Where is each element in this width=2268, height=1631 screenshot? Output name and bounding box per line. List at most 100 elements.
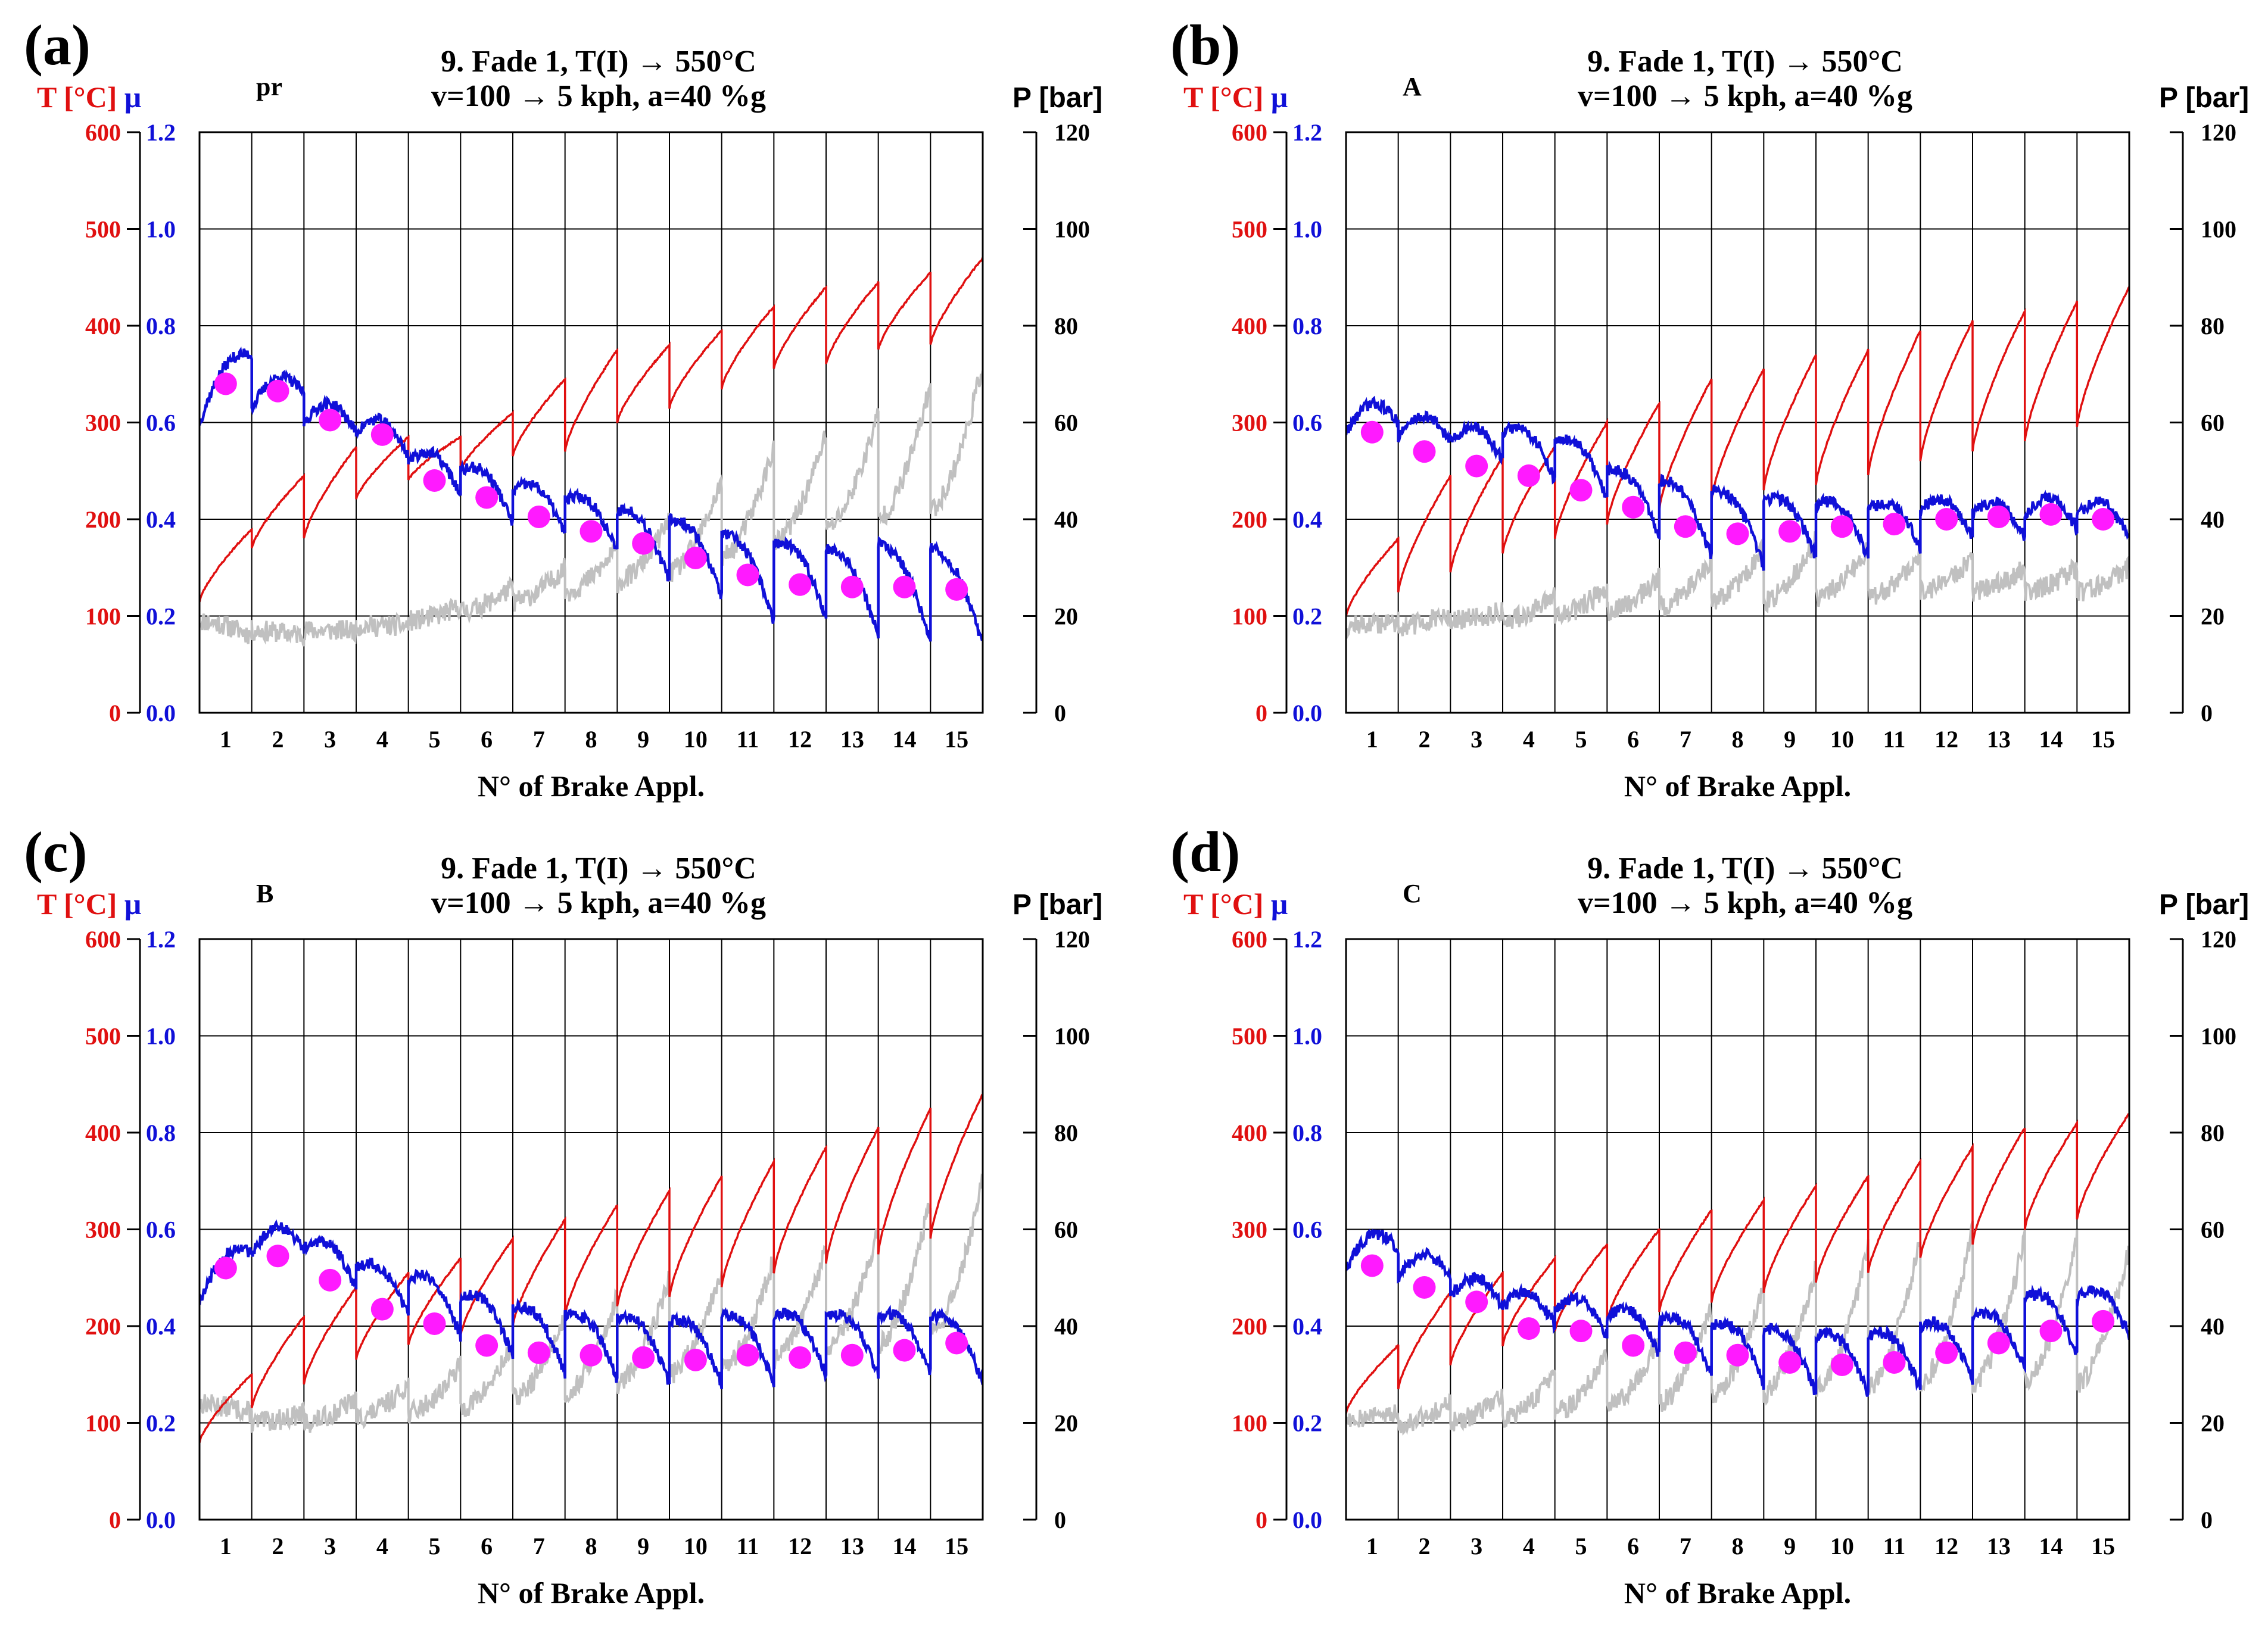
temperature-tick-label: 200	[85, 1313, 121, 1340]
pressure-tick-label: 60	[2201, 410, 2225, 436]
x-tick-label: 11	[737, 1533, 759, 1560]
mu-tick-label: 0.4	[146, 506, 176, 533]
x-tick-label: 7	[533, 1533, 545, 1560]
mu-marker	[1674, 515, 1697, 538]
pressure-tick-label: 0	[2201, 700, 2213, 726]
x-tick-label: 2	[272, 726, 284, 753]
mu-marker	[840, 575, 864, 598]
mu-marker	[1830, 1354, 1853, 1376]
mu-marker	[1517, 464, 1540, 487]
chart-title-line2: v=100 → 5 kph, a=40 %g	[1578, 79, 1912, 113]
chart-title-line1: 9. Fade 1, T(I) → 550°C	[1587, 45, 1903, 79]
mu-marker	[1726, 522, 1749, 545]
pressure-tick-label: 80	[2201, 313, 2225, 339]
mu-marker	[893, 1339, 916, 1362]
mu-tick-label: 1.2	[146, 926, 176, 953]
x-tick-label: 6	[481, 726, 493, 753]
panel-label: (c)	[24, 820, 88, 884]
plot-frame	[1345, 131, 2130, 714]
x-tick-label: 14	[2039, 1533, 2063, 1560]
temperature-tick-label: 100	[1232, 1410, 1267, 1437]
mu-marker	[1413, 440, 1436, 463]
mu-marker	[370, 423, 394, 446]
x-tick-label: 15	[2091, 726, 2115, 753]
mu-marker	[1987, 1331, 2010, 1355]
mu-tick-label: 0.2	[1292, 603, 1322, 630]
x-tick-label: 11	[1883, 726, 1906, 753]
grid	[1346, 939, 2129, 1520]
temperature-tick-label: 200	[1232, 1313, 1267, 1340]
mu-tick-label: 0.2	[146, 603, 176, 630]
mu-marker	[319, 408, 342, 432]
temperature-tick-label: 200	[85, 506, 121, 533]
temperature-tick-label: 0	[1256, 700, 1267, 726]
mu-tick-label: 0.8	[146, 313, 176, 339]
pressure-tick-label: 80	[1054, 1119, 1078, 1146]
pressure-tick-label: 40	[2201, 1313, 2225, 1340]
mu-marker	[736, 1343, 759, 1367]
temperature-tick-label: 500	[85, 216, 121, 243]
mu-marker	[1622, 495, 1645, 519]
x-tick-label: 3	[1471, 1533, 1482, 1560]
mu-marker	[1465, 454, 1488, 478]
mu-marker	[632, 532, 655, 555]
x-tick-label: 10	[684, 1533, 708, 1560]
x-tick-label: 13	[840, 726, 864, 753]
pressure-tick-label: 20	[2201, 603, 2225, 630]
mu-marker	[214, 1256, 237, 1280]
x-tick-label: 2	[1419, 1533, 1431, 1560]
mu-tick-label: 0.8	[146, 1119, 176, 1146]
temperature-series-line	[200, 257, 983, 603]
x-tick-label: 12	[1934, 1533, 1958, 1560]
x-tick-label: 2	[272, 1533, 284, 1560]
x-tick-label: 9	[637, 1533, 649, 1560]
temperature-series-line	[1346, 286, 2129, 617]
mu-marker	[1987, 505, 2010, 528]
left-axis: 0 0.0 100 0.2 200 0.4 300 0.6 400 0.8 500 1.0 600 1.2…	[1183, 887, 1322, 1533]
pressure-tick-label: 0	[1054, 1507, 1066, 1533]
temperature-tick-label: 0	[109, 1507, 121, 1533]
x-tick-label: 14	[2039, 726, 2063, 753]
x-tick-label: 15	[2091, 1533, 2115, 1560]
temperature-tick-label: 300	[1232, 1217, 1267, 1243]
temperature-tick-label: 400	[1232, 1119, 1267, 1146]
mu-marker	[214, 372, 237, 395]
pressure-tick-label: 60	[1054, 1217, 1078, 1243]
mu-marker	[580, 520, 603, 543]
x-tick-label: 5	[1575, 726, 1587, 753]
x-tick-label: 11	[737, 726, 759, 753]
x-tick-label: 14	[893, 1533, 917, 1560]
mu-marker	[1726, 1343, 1749, 1367]
x-axis-label: N° of Brake Appl.	[1624, 769, 1851, 803]
x-tick-label: 7	[1680, 726, 1691, 753]
chart-title-line2: v=100 → 5 kph, a=40 %g	[431, 79, 766, 113]
chart-panel-4: 1 2 3 4 5 6 7 8 9 10 11 12 13 14 15N° of Brake Appl.0 0…	[1170, 820, 2249, 1610]
panel-label: (d)	[1170, 820, 1240, 884]
mu-tick-label: 0.2	[146, 1410, 176, 1437]
x-tick-label: 5	[429, 1533, 441, 1560]
x-tick-label: 12	[1934, 726, 1958, 753]
chart-title-line1: 9. Fade 1, T(I) → 550°C	[441, 852, 756, 885]
mu-marker	[2092, 508, 2115, 531]
mu-tick-label: 0.4	[1292, 1313, 1322, 1340]
left-axis: 0 0.0 100 0.2 200 0.4 300 0.6 400 0.8 500 1.0 600 1.2…	[37, 80, 176, 726]
mu-marker	[423, 469, 446, 492]
panel-label: (b)	[1170, 13, 1240, 77]
x-axis: 1 2 3 4 5 6 7 8 9 10 11 12 13 14 15N° of Brake Appl.	[220, 1533, 968, 1610]
mu-tick-label: 0.6	[1292, 1217, 1322, 1243]
mu-marker	[475, 486, 499, 509]
mu-tick-label: 0.4	[146, 1313, 176, 1340]
mu-tick-label: 0.0	[1292, 1507, 1322, 1533]
chart-title-line2: v=100 → 5 kph, a=40 %g	[1578, 886, 1912, 920]
series-group	[200, 1093, 983, 1443]
mu-marker	[1830, 515, 1853, 538]
mu-marker	[1674, 1341, 1697, 1364]
x-tick-label: 15	[945, 726, 968, 753]
grid	[200, 939, 983, 1520]
series-group	[1346, 286, 2129, 640]
mu-marker	[2039, 503, 2063, 526]
mu-tick-label: 1.0	[146, 1023, 176, 1050]
mu-marker	[1622, 1334, 1645, 1357]
mu-marker	[527, 1341, 550, 1364]
x-tick-label: 10	[1830, 726, 1854, 753]
